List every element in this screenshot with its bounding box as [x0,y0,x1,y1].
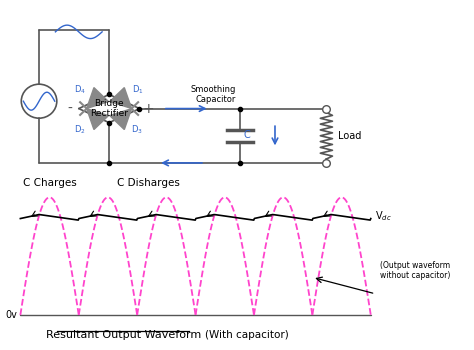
Text: -: - [68,102,73,116]
Polygon shape [110,88,132,108]
Text: (With capacitor): (With capacitor) [205,330,289,340]
Text: D$_3$: D$_3$ [131,124,143,136]
Text: C Charges: C Charges [23,178,76,188]
Text: C Disharges: C Disharges [118,178,180,188]
Text: D$_4$: D$_4$ [74,83,86,96]
Text: +: + [143,102,155,116]
Text: Resultant Output Waveform: Resultant Output Waveform [46,330,201,340]
Text: 0v: 0v [6,310,18,320]
Text: Smoothing
Capacitor: Smoothing Capacitor [191,85,236,104]
Polygon shape [87,108,109,130]
Text: D$_2$: D$_2$ [74,124,86,136]
Text: V$_{dc}$: V$_{dc}$ [374,209,391,223]
Text: C: C [244,130,250,140]
Text: D$_1$: D$_1$ [132,83,143,96]
Text: Load: Load [338,131,362,141]
Polygon shape [110,108,132,130]
Polygon shape [87,88,109,108]
Text: (Output waveform
without capacitor): (Output waveform without capacitor) [380,261,450,280]
Text: Bridge
Rectifier: Bridge Rectifier [90,99,128,118]
